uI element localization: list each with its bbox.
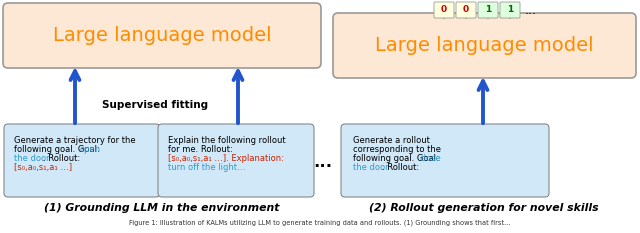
Text: following goal. Goal:: following goal. Goal:	[14, 145, 102, 154]
Text: ...: ...	[314, 153, 333, 171]
Text: turn off the light…: turn off the light…	[168, 163, 246, 172]
FancyBboxPatch shape	[333, 13, 636, 78]
FancyBboxPatch shape	[478, 2, 498, 18]
Text: for me. Rollout:: for me. Rollout:	[168, 145, 233, 154]
Text: Large language model: Large language model	[375, 36, 594, 55]
Text: corresponding to the: corresponding to the	[353, 145, 441, 154]
Text: following goal. Goal:: following goal. Goal:	[353, 154, 442, 163]
FancyBboxPatch shape	[500, 2, 520, 18]
FancyBboxPatch shape	[434, 2, 454, 18]
Text: Figure 1: Illustration of KALMs utilizing LLM to generate training data and roll: Figure 1: Illustration of KALMs utilizin…	[129, 220, 511, 226]
Text: open: open	[80, 145, 101, 154]
Text: the door: the door	[353, 163, 388, 172]
Text: Large language model: Large language model	[52, 26, 271, 45]
Text: close: close	[419, 154, 441, 163]
Text: Generate a rollout: Generate a rollout	[353, 136, 430, 145]
FancyBboxPatch shape	[158, 124, 314, 197]
Text: 0: 0	[463, 6, 469, 14]
Text: . Rollout:: . Rollout:	[43, 154, 80, 163]
Text: 1: 1	[485, 6, 491, 14]
Text: Generate a trajectory for the: Generate a trajectory for the	[14, 136, 136, 145]
FancyBboxPatch shape	[4, 124, 160, 197]
Text: (2) Rollout generation for novel skills: (2) Rollout generation for novel skills	[369, 203, 599, 213]
Text: [s₀,a₀,s₁,a₁ …]. Explanation:: [s₀,a₀,s₁,a₁ …]. Explanation:	[168, 154, 284, 163]
Text: (1) Grounding LLM in the environment: (1) Grounding LLM in the environment	[44, 203, 280, 213]
FancyBboxPatch shape	[456, 2, 476, 18]
Text: ...: ...	[525, 3, 537, 17]
FancyBboxPatch shape	[3, 3, 321, 68]
Text: . Rollout:: . Rollout:	[382, 163, 419, 172]
Text: Explain the following rollout: Explain the following rollout	[168, 136, 285, 145]
FancyBboxPatch shape	[341, 124, 549, 197]
Text: [s₀,a₀,s₁,a₁ …]: [s₀,a₀,s₁,a₁ …]	[14, 163, 72, 172]
Text: the door: the door	[14, 154, 50, 163]
Text: 0: 0	[441, 6, 447, 14]
Text: 1: 1	[507, 6, 513, 14]
Text: Supervised fitting: Supervised fitting	[102, 100, 208, 110]
